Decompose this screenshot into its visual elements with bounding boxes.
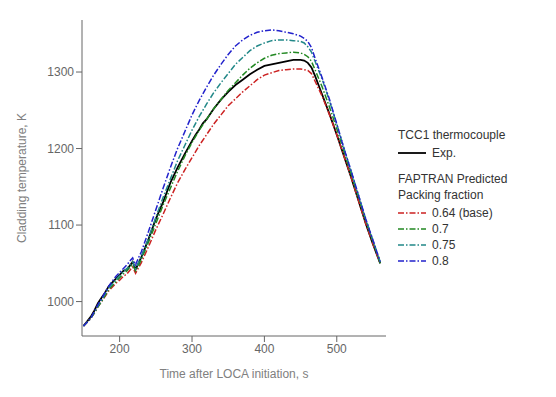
svg-text:Time after LOCA initiation, s: Time after LOCA initiation, s: [160, 367, 309, 381]
svg-text:1300: 1300: [47, 65, 74, 79]
html-text:0.75: 0.75: [432, 238, 456, 252]
svg-text:Cladding temperature, K: Cladding temperature, K: [15, 113, 29, 243]
html-text:0.8: 0.8: [432, 254, 449, 268]
svg-text:1100: 1100: [48, 218, 74, 232]
html-text:0.64 (base): 0.64 (base): [432, 206, 493, 220]
html-text:Exp.: Exp.: [432, 146, 456, 160]
svg-text:1200: 1200: [47, 142, 74, 156]
svg-text:200: 200: [110, 342, 130, 356]
svg-text:400: 400: [254, 342, 274, 356]
svg-text:500: 500: [327, 342, 347, 356]
svg-text:1000: 1000: [47, 295, 74, 309]
svg-text:300: 300: [182, 342, 202, 356]
html-text:0.7: 0.7: [432, 222, 449, 236]
html-text:FAPTRAN Predicted Packing frac: FAPTRAN Predicted Packing fraction: [398, 172, 508, 202]
html-text:TCC1 thermocouple: TCC1 thermocouple: [398, 128, 506, 142]
